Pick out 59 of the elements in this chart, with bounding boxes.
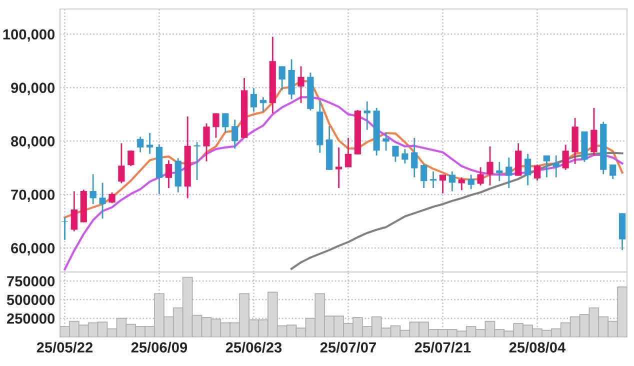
candlestick [543,154,550,178]
y-tick-label: 750000 [7,276,55,286]
x-tick-label: 25/06/23 [226,342,282,353]
candlestick [194,141,200,181]
candlestick [392,145,399,163]
candlestick [439,174,446,194]
candlestick [496,161,503,182]
candlestick [590,107,598,156]
y-tick-label: 90,000 [11,82,55,96]
candlestick [552,154,560,178]
candlestick [506,156,512,189]
candlestick [250,87,258,112]
candlestick [61,216,68,241]
candlestick [610,164,616,180]
candlestick [477,166,484,186]
candlestick [335,146,342,189]
candlestick [562,144,569,171]
x-tick-label: 25/07/07 [320,342,376,353]
candlestick [402,148,408,164]
candlestick [278,66,286,91]
candlestick [137,136,144,153]
candlestick [420,164,428,189]
candlestick [344,137,352,168]
candlestick [382,132,390,152]
candlestick [232,118,238,150]
candlestick [118,142,125,184]
candlestick [486,146,494,186]
candlestick [99,182,106,220]
candlestick [90,173,96,205]
y-tick-label: 250000 [6,313,55,324]
candlestick [458,176,465,191]
line-series [64,96,624,270]
x-tick-label: 25/08/04 [509,342,566,353]
candlestick [128,150,134,167]
candlestick [298,66,304,104]
candlestick [430,170,437,189]
y-tick-label: 70,000 [11,190,55,202]
y-tick-label: 100,000 [3,29,55,42]
y-tick-label: 60,000 [11,243,55,256]
candlestick [146,132,154,155]
candlestick [524,153,532,186]
candlestick [70,190,78,232]
x-tick-label: 25/07/21 [414,342,471,353]
candlestick [165,160,172,189]
candlestick [222,112,229,134]
candlestick [364,100,370,131]
candlestick [260,96,266,112]
candlestick [203,122,210,162]
y-tick-label: 80,000 [11,136,55,149]
candlestick [212,112,220,139]
line-series [290,152,624,270]
candlestick [411,137,418,178]
candlestick [108,192,116,204]
x-tick-label: 25/06/09 [131,342,188,353]
x-tick-label: 25/05/22 [36,342,93,353]
y-tick-label: 500000 [6,294,55,306]
candlestick [468,174,474,190]
candlestick [448,170,456,192]
candlestick [534,164,541,182]
